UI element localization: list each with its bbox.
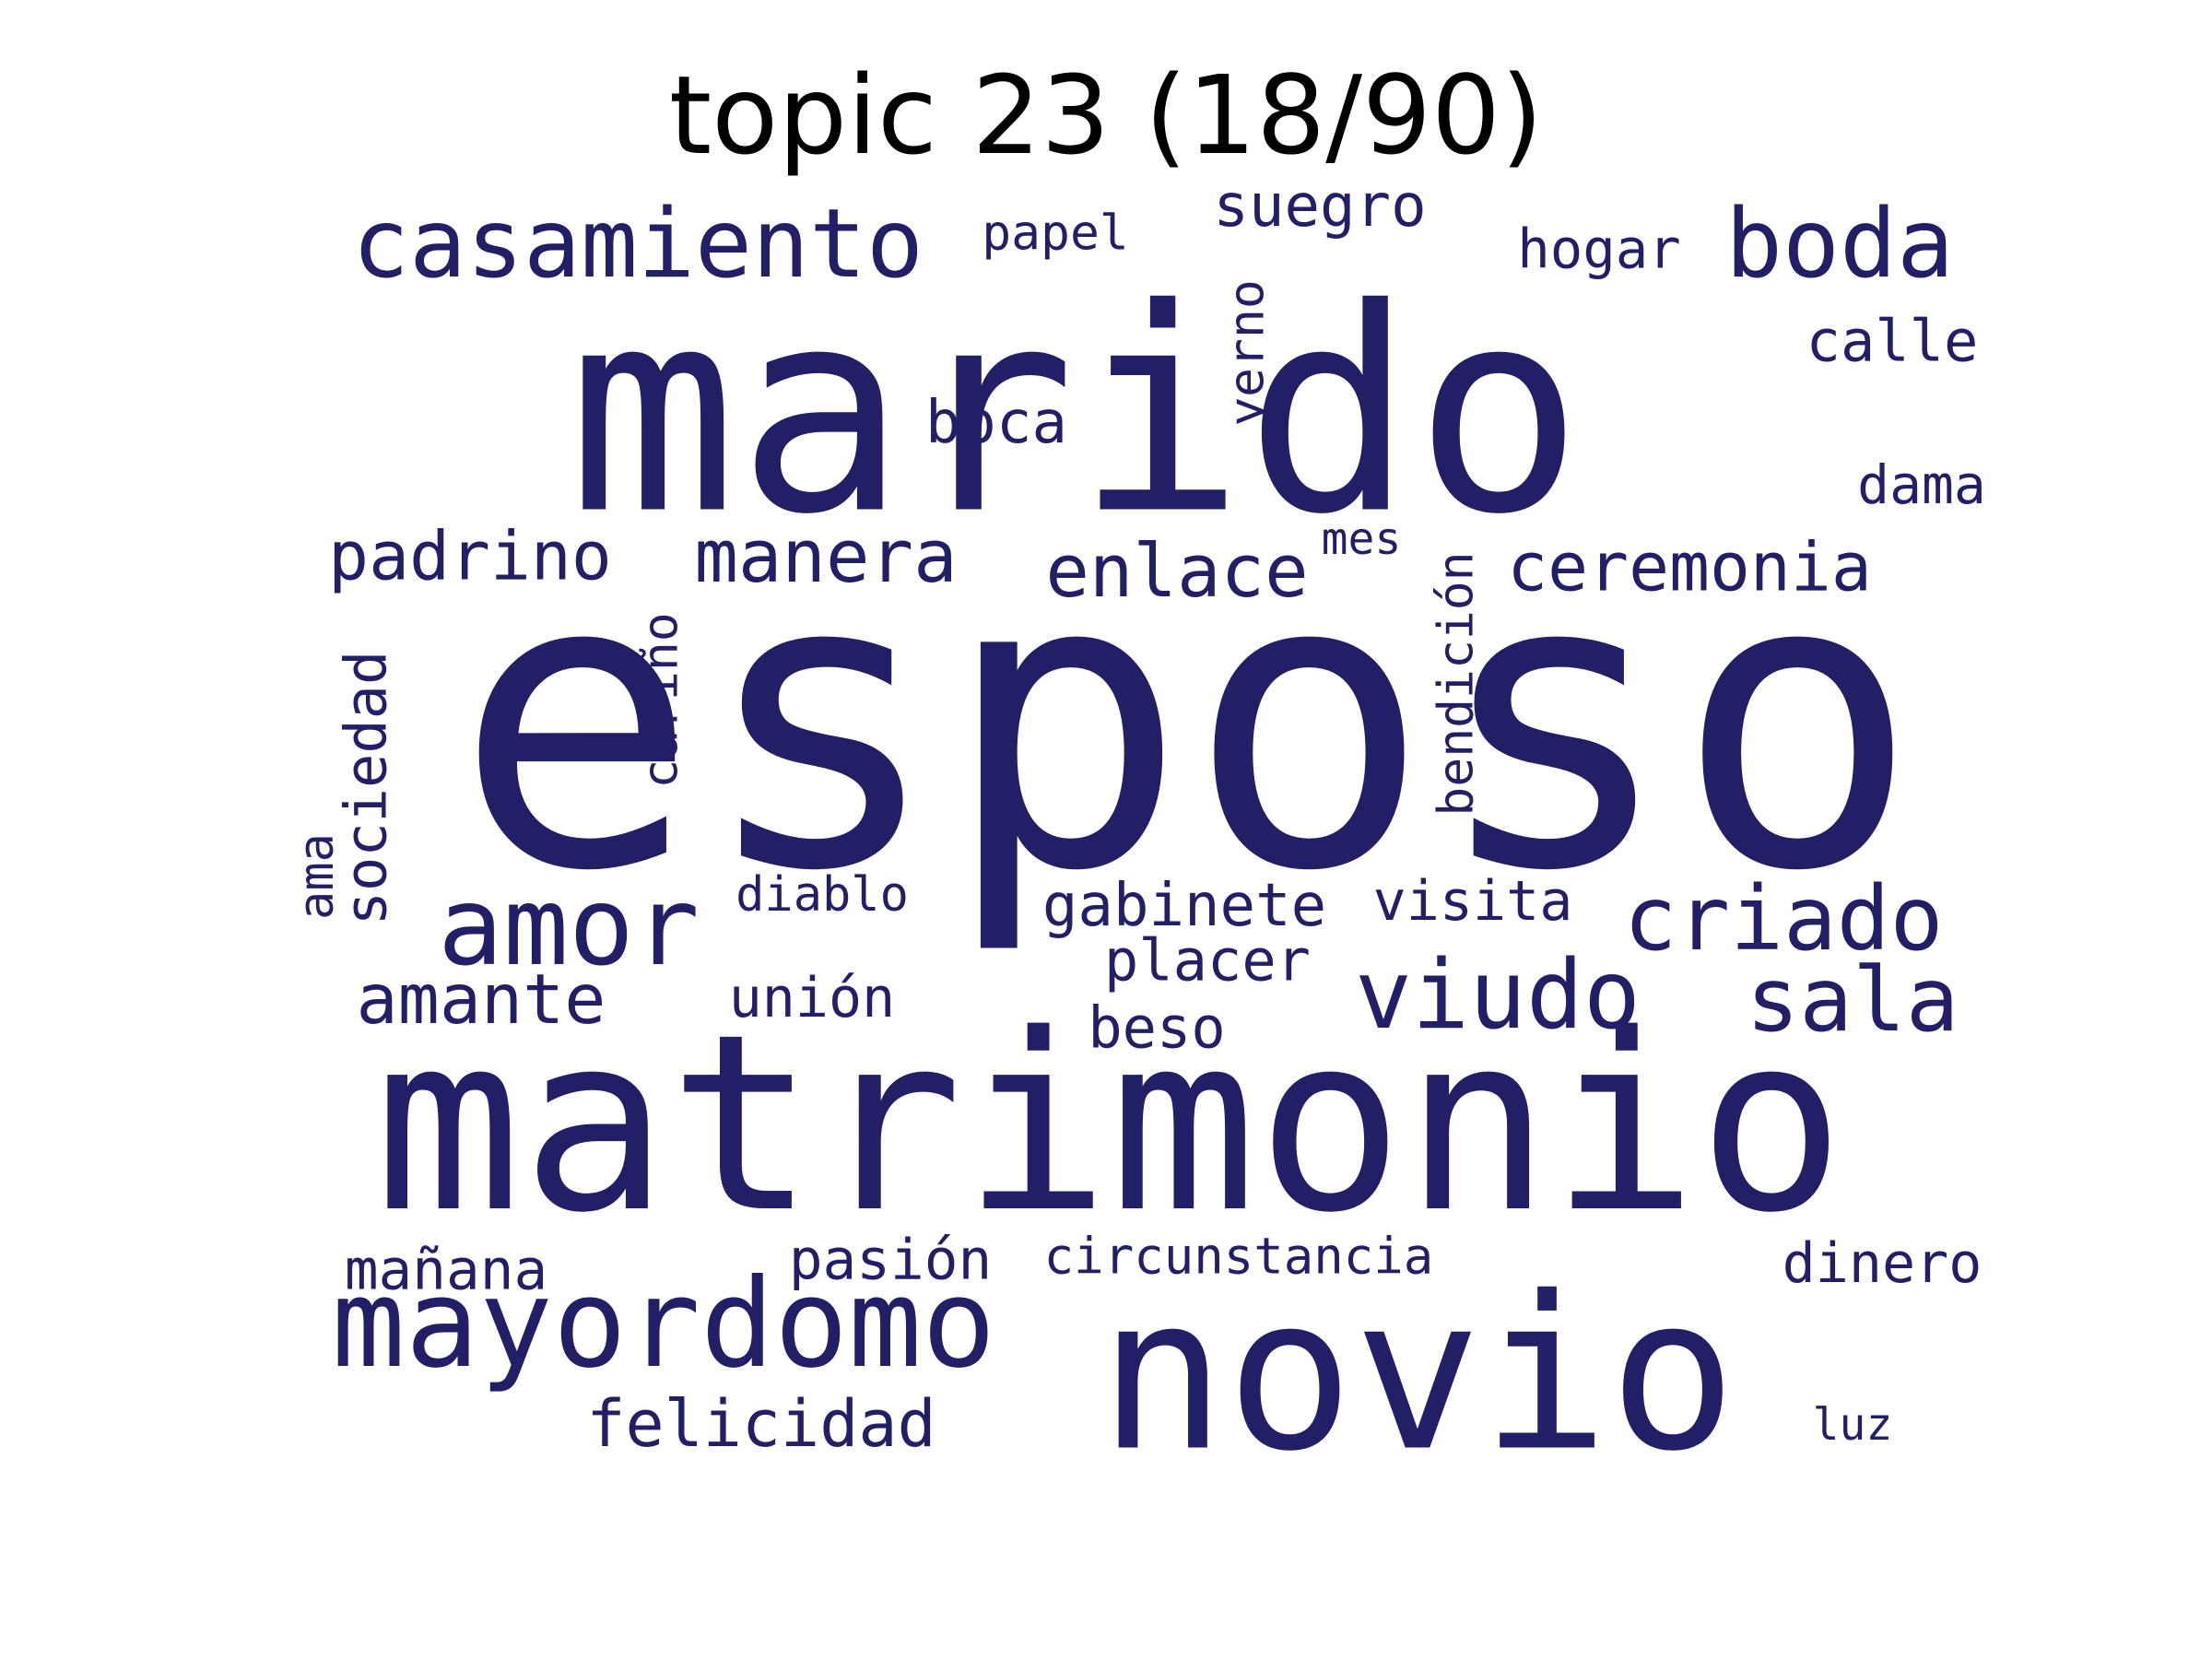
- word-ceremonia: ceremonia: [1507, 529, 1872, 607]
- word-felicidad: felicidad: [586, 1386, 935, 1462]
- word-viudo: viudo: [1355, 940, 1641, 1051]
- word-manana: mañana: [345, 1238, 547, 1303]
- word-padrino: padrino: [328, 518, 612, 596]
- word-circunstancia: circunstancia: [1044, 1228, 1434, 1286]
- word-gabinete: gabinete: [1042, 872, 1326, 940]
- word-luz: luz: [1813, 1399, 1893, 1451]
- word-placer: placer: [1104, 927, 1311, 994]
- word-mes: mes: [1322, 513, 1402, 565]
- word-amor: amor: [438, 863, 700, 990]
- word-marido: marido: [568, 249, 1583, 576]
- word-esposo: esposo: [454, 488, 1919, 959]
- word-amante: amante: [357, 959, 606, 1040]
- word-papel: papel: [982, 206, 1129, 262]
- word-hogar: hogar: [1517, 218, 1681, 281]
- word-visita: visita: [1373, 869, 1573, 934]
- word-diablo: diablo: [735, 867, 909, 923]
- word-calle: calle: [1806, 308, 1979, 375]
- word-boda: boda: [1725, 189, 1954, 300]
- word-manera: manera: [694, 514, 957, 599]
- word-dinero: dinero: [1783, 1231, 1983, 1296]
- word-carino: cariño: [633, 612, 689, 788]
- word-sociedad: sociedad: [333, 651, 400, 926]
- word-beso: beso: [1088, 994, 1225, 1062]
- word-mayordomo: mayordomo: [332, 1253, 996, 1395]
- word-union: unión: [729, 966, 896, 1030]
- word-casamiento: casamiento: [352, 189, 924, 300]
- word-sala: sala: [1746, 948, 1959, 1052]
- word-ama: ama: [289, 833, 345, 920]
- word-suegro: suegro: [1213, 172, 1426, 241]
- word-yerno: yerno: [1219, 279, 1276, 427]
- word-criado: criado: [1624, 867, 1944, 971]
- word-matrimonio: matrimonio: [374, 982, 1844, 1266]
- word-pasion: pasión: [789, 1228, 992, 1293]
- word-enlace: enlace: [1045, 529, 1308, 614]
- figure-title: topic 23 (18/90): [668, 52, 1544, 179]
- word-novio: novio: [1099, 1253, 1736, 1499]
- word-boca: boca: [925, 389, 1067, 457]
- word-dama: dama: [1857, 453, 1986, 516]
- word-bendicion: bendición: [1429, 551, 1485, 816]
